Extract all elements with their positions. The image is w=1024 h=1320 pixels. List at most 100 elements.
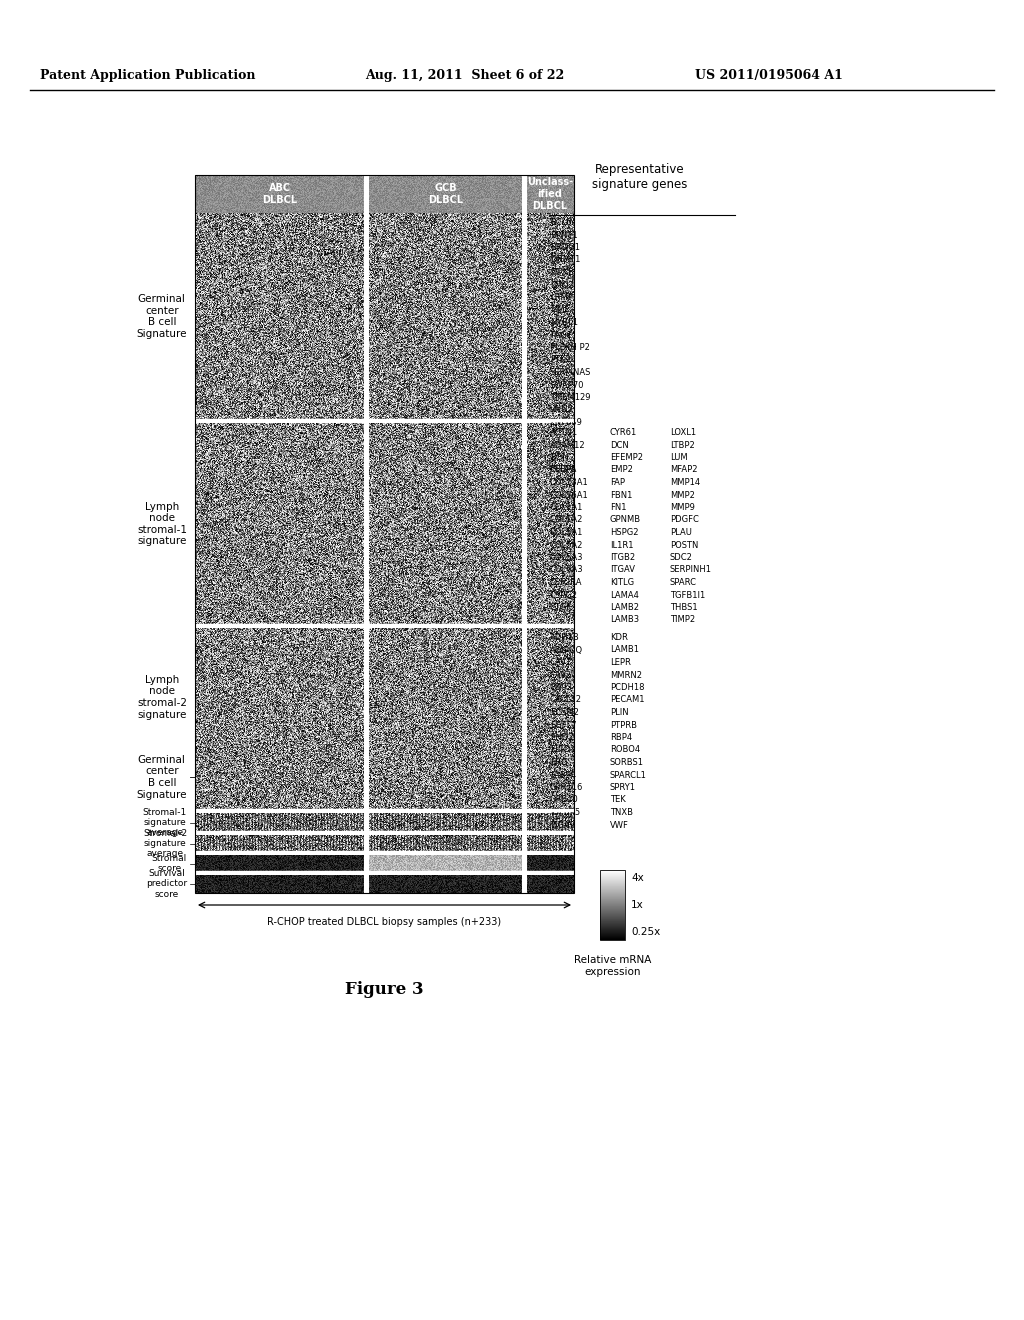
Text: LAMB1: LAMB1: [610, 645, 639, 655]
Text: CSPG2: CSPG2: [550, 590, 578, 599]
Text: GPNMB: GPNMB: [610, 516, 641, 524]
Text: PCDH18: PCDH18: [610, 682, 644, 692]
Text: DCN: DCN: [610, 441, 629, 450]
Text: Stromal
score: Stromal score: [152, 854, 187, 874]
Text: ADAM12: ADAM12: [550, 441, 586, 450]
Text: LRMP: LRMP: [550, 293, 572, 302]
Text: PLEKH P2: PLEKH P2: [550, 343, 590, 352]
Text: ECSM2: ECSM2: [550, 708, 579, 717]
Text: COL1A1: COL1A1: [550, 503, 584, 512]
Text: THBS1: THBS1: [670, 603, 697, 612]
Text: DNMT1: DNMT1: [550, 256, 581, 264]
Bar: [195, 176, 574, 894]
Text: COL6A3: COL6A3: [550, 565, 584, 574]
Text: COL5A3: COL5A3: [550, 553, 584, 562]
Text: PTPRB: PTPRB: [610, 721, 637, 730]
Text: LMO2: LMO2: [550, 281, 573, 289]
Bar: [600, 870, 625, 940]
Text: TNXB: TNXB: [610, 808, 633, 817]
Text: HSPG2: HSPG2: [610, 528, 639, 537]
Text: PLAU: PLAU: [670, 528, 692, 537]
Text: GCB
DLBCL: GCB DLBCL: [428, 183, 463, 205]
Text: COL5A2: COL5A2: [550, 540, 584, 549]
Text: ELTD1: ELTD1: [550, 746, 575, 755]
Text: 4x: 4x: [631, 873, 644, 883]
Text: SERPINH1: SERPINH1: [670, 565, 712, 574]
Text: ADIPOQ: ADIPOQ: [550, 645, 583, 655]
Text: SORBS1: SORBS1: [610, 758, 644, 767]
Text: BGN: BGN: [550, 453, 568, 462]
Text: LTBP2: LTBP2: [670, 441, 694, 450]
Text: SPARCL1: SPARCL1: [610, 771, 647, 780]
Text: IL1R1: IL1R1: [610, 540, 634, 549]
Text: Relative mRNA
expression: Relative mRNA expression: [573, 954, 651, 977]
Text: EFEMP2: EFEMP2: [610, 453, 643, 462]
Text: Stromal-2
signature
average: Stromal-2 signature average: [143, 829, 187, 858]
Text: POSTN: POSTN: [670, 540, 698, 549]
Text: Representative
signature genes: Representative signature genes: [592, 162, 688, 191]
Text: MMRN2: MMRN2: [610, 671, 642, 680]
Text: KITLG: KITLG: [610, 578, 634, 587]
Text: Patent Application Publication: Patent Application Publication: [40, 69, 256, 82]
Text: Unclass-
ified
DLBCL: Unclass- ified DLBCL: [527, 177, 573, 211]
Text: MMP9: MMP9: [670, 503, 695, 512]
Text: PLIN: PLIN: [610, 708, 629, 717]
Text: CSF2RA: CSF2RA: [550, 578, 583, 587]
Text: SPRY1: SPRY1: [610, 783, 636, 792]
Text: BCL6: BCL6: [550, 218, 571, 227]
Text: ERG: ERG: [550, 758, 567, 767]
Text: VNN2: VNN2: [550, 405, 573, 414]
Text: MMP14: MMP14: [670, 478, 700, 487]
Text: LAMB2: LAMB2: [610, 603, 639, 612]
Text: GPR116: GPR116: [550, 783, 584, 792]
Text: FABP4: FABP4: [550, 771, 577, 780]
Text: ITPKB: ITPKB: [550, 268, 574, 277]
Text: ROBO4: ROBO4: [610, 746, 640, 755]
Text: MME: MME: [550, 305, 569, 314]
Text: CD93: CD93: [550, 682, 573, 692]
Text: MFAP2: MFAP2: [670, 466, 697, 474]
Text: ITGA9: ITGA9: [550, 821, 575, 829]
Text: ADH1B: ADH1B: [550, 634, 580, 642]
Text: PECAM1: PECAM1: [610, 696, 644, 705]
Text: Lymph
node
stromal-1
signature: Lymph node stromal-1 signature: [137, 502, 187, 546]
Text: TEK: TEK: [610, 796, 626, 804]
Text: TIMP2: TIMP2: [670, 615, 695, 624]
Text: US 2011/0195064 A1: US 2011/0195064 A1: [695, 69, 843, 82]
Text: 0.25x: 0.25x: [631, 927, 660, 937]
Text: SDC2: SDC2: [670, 553, 693, 562]
Text: MYBL1: MYBL1: [550, 318, 578, 327]
Text: Stromal-1
signature
average: Stromal-1 signature average: [142, 808, 187, 837]
Text: COL5A1: COL5A1: [550, 528, 584, 537]
Text: Aug. 11, 2011  Sheet 6 of 22: Aug. 11, 2011 Sheet 6 of 22: [365, 69, 564, 82]
Text: ABC
DLBCL: ABC DLBCL: [262, 183, 298, 205]
Text: COL16A1: COL16A1: [550, 491, 589, 499]
Text: TMEM129: TMEM129: [550, 393, 591, 403]
Text: Survival
predictor
score: Survival predictor score: [145, 869, 187, 899]
Text: LAMB3: LAMB3: [610, 615, 639, 624]
Text: KDR: KDR: [610, 634, 628, 642]
Text: 1x: 1x: [631, 900, 644, 909]
Text: CEBPA: CEBPA: [550, 466, 578, 474]
Text: LUM: LUM: [670, 453, 688, 462]
Text: EGFL7: EGFL7: [550, 721, 577, 730]
Text: GRB10: GRB10: [550, 796, 579, 804]
Text: SWAP70: SWAP70: [550, 380, 585, 389]
Text: LEPR: LEPR: [610, 657, 631, 667]
Text: Lymph
node
stromal-2
signature: Lymph node stromal-2 signature: [137, 675, 187, 719]
Text: ITGAV: ITGAV: [610, 565, 635, 574]
Text: FN1: FN1: [610, 503, 627, 512]
Text: RBP4: RBP4: [610, 733, 632, 742]
Text: MMP2: MMP2: [670, 491, 695, 499]
Text: ITGB2: ITGB2: [610, 553, 635, 562]
Text: TGFB1I1: TGFB1I1: [670, 590, 706, 599]
Text: IGFBP5: IGFBP5: [550, 808, 581, 817]
Text: EMP2: EMP2: [610, 466, 633, 474]
Text: PAG1: PAG1: [550, 330, 572, 339]
Text: Germinal
center
B cell
Signature: Germinal center B cell Signature: [136, 294, 187, 339]
Text: EHD2: EHD2: [550, 733, 573, 742]
Text: CAV2: CAV2: [550, 671, 572, 680]
Text: ZNF609: ZNF609: [550, 418, 583, 426]
Text: SERPINAS: SERPINAS: [550, 368, 592, 378]
Text: CTGF: CTGF: [550, 603, 572, 612]
